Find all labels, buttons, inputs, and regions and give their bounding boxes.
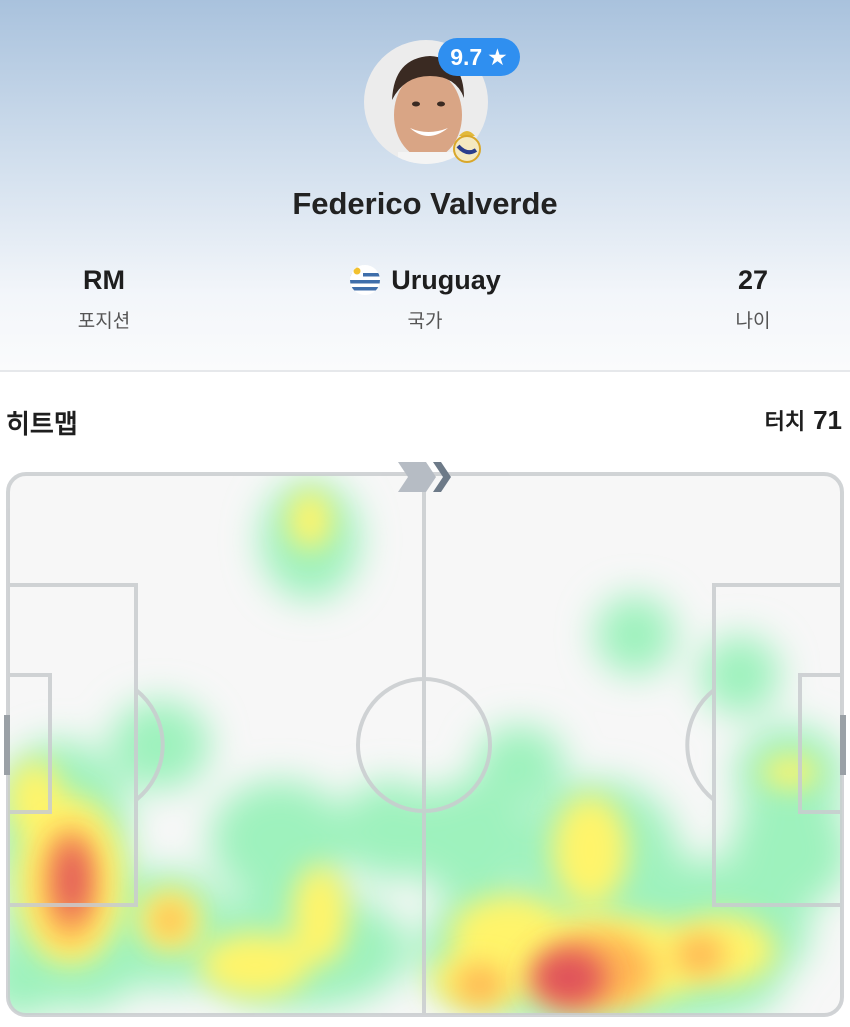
heat-blob <box>8 940 60 1015</box>
stat-value: Uruguay <box>391 264 501 295</box>
heat-blob <box>455 965 505 1005</box>
heat-blob <box>552 795 628 905</box>
stat-position: RM 포지션 <box>44 262 164 333</box>
heat-blob <box>595 595 675 675</box>
rating-value: 9.7 <box>450 43 483 70</box>
player-photo <box>392 56 464 164</box>
section-divider <box>0 370 850 372</box>
left-goal <box>4 715 10 775</box>
rating-badge: 9.7 ★ <box>438 38 520 76</box>
touch-label: 터치 <box>764 409 806 434</box>
stat-value: RM <box>83 264 125 295</box>
club-crest-icon <box>453 131 481 163</box>
stat-label: 국가 <box>407 311 443 332</box>
heat-blob <box>154 902 186 938</box>
heat-blob <box>730 790 842 910</box>
heat-blob <box>200 933 310 997</box>
heat-layer <box>8 480 842 1015</box>
heat-blob <box>110 700 210 790</box>
touch-value: 71 <box>813 405 842 435</box>
heat-blob <box>762 756 818 788</box>
stat-value: 27 <box>737 264 769 295</box>
stat-age: 27 나이 <box>693 262 813 333</box>
heat-blob <box>288 490 332 550</box>
attack-direction-icon <box>398 462 451 492</box>
stat-label: 나이 <box>735 311 771 332</box>
heatmap-title: 히트맵 <box>6 409 78 439</box>
heat-blob <box>530 948 606 1008</box>
touch-count: 터치 71 <box>765 404 842 436</box>
heat-blob <box>475 725 565 805</box>
heat-blob <box>410 780 530 900</box>
stat-label: 포지션 <box>77 311 131 332</box>
player-name: Federico Valverde <box>292 186 558 221</box>
heat-blob <box>700 635 780 715</box>
right-goal <box>840 715 846 775</box>
stat-country: Uruguay 국가 <box>300 262 550 333</box>
heat-blob <box>675 935 725 975</box>
uruguay-flag-icon <box>350 265 381 295</box>
heat-blob <box>292 865 348 965</box>
heat-blob <box>56 840 88 920</box>
star-icon: ★ <box>487 43 508 70</box>
